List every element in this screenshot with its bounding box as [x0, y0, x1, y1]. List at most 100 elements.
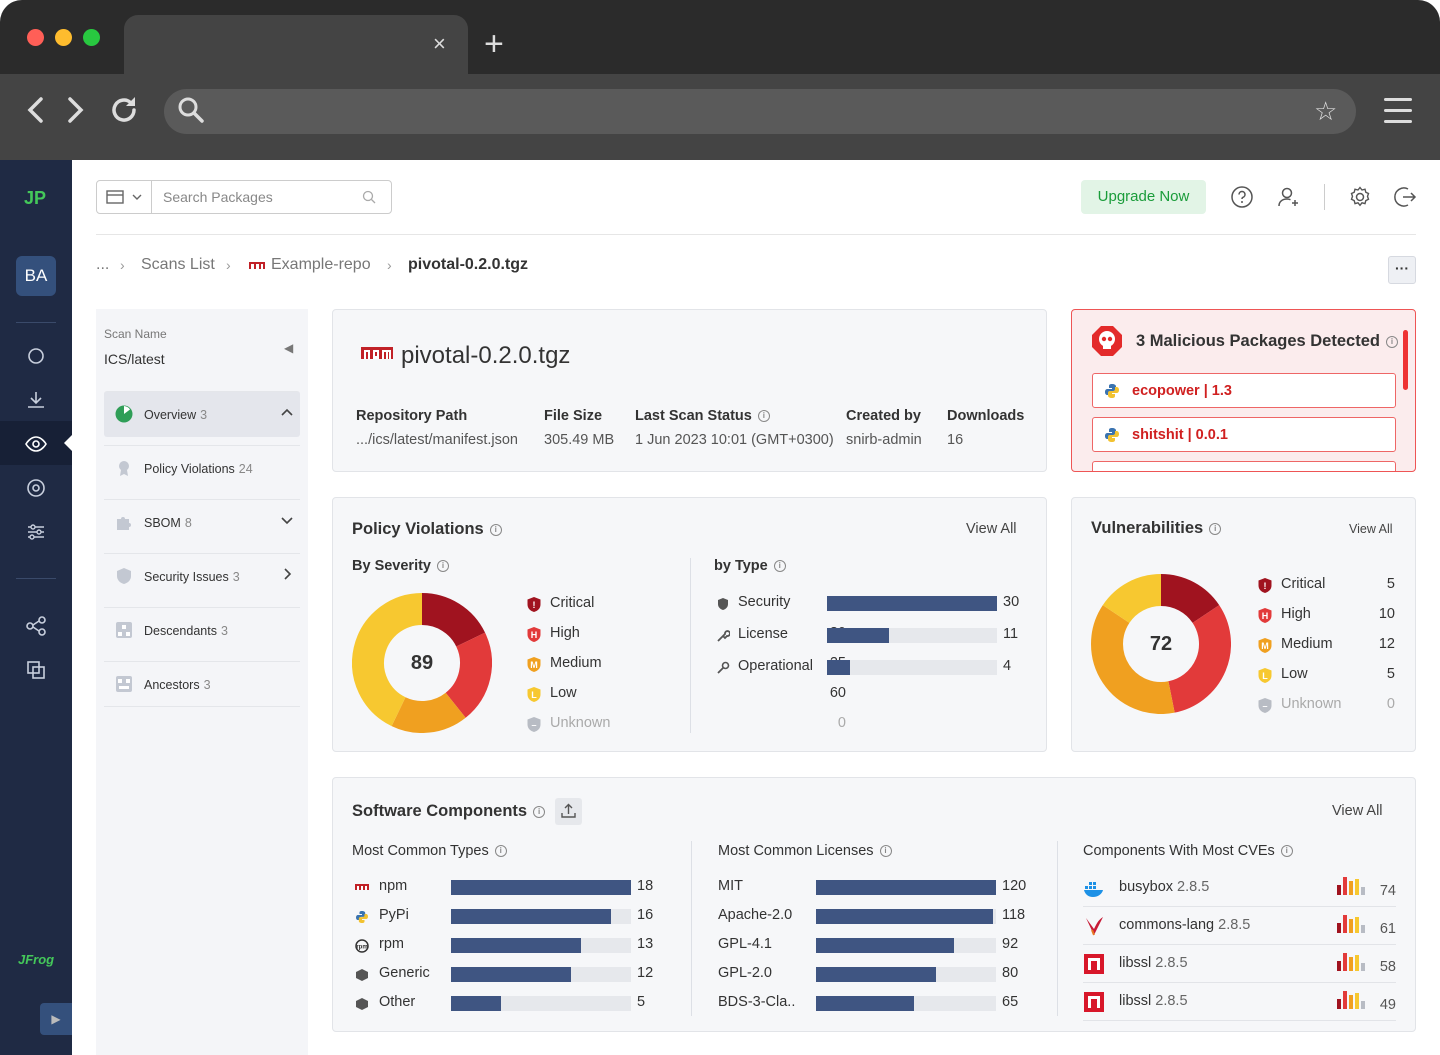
- bar-row-gpl-4-1[interactable]: GPL-4.1 92: [718, 936, 1040, 956]
- malicious-package-item[interactable]: shitshit | 0.0.1: [1092, 417, 1396, 452]
- cve-component-row[interactable]: commons-lang 2.8.5 61: [1083, 907, 1396, 945]
- chevron-right-icon[interactable]: [280, 567, 294, 581]
- nav-item-ancestors[interactable]: Ancestors 3: [104, 661, 300, 707]
- bar-row-rpm[interactable]: rpm rpm 13: [355, 936, 675, 956]
- scrollbar[interactable]: [1403, 330, 1408, 390]
- malicious-package-item[interactable]: [1092, 461, 1396, 471]
- info-icon[interactable]: i: [494, 845, 507, 858]
- breadcrumb-ellipsis[interactable]: ...: [96, 256, 110, 273]
- graph-icon[interactable]: [24, 614, 48, 638]
- hierarchy-icon: [116, 676, 132, 692]
- bar-row-npm[interactable]: npm 18: [355, 878, 675, 898]
- view-all-link[interactable]: View All: [1332, 803, 1383, 819]
- info-icon[interactable]: i: [757, 410, 770, 423]
- bar-row-pypi[interactable]: PyPi 16: [355, 907, 675, 927]
- info-icon[interactable]: i: [773, 560, 786, 573]
- logout-icon[interactable]: [1394, 185, 1418, 209]
- add-user-icon[interactable]: [1276, 185, 1300, 209]
- copy-icon[interactable]: [24, 658, 48, 682]
- nav-item-descendants[interactable]: Descendants 3: [104, 607, 300, 653]
- window-maximize-dot[interactable]: [83, 29, 100, 46]
- bar-row-generic[interactable]: Generic 12: [355, 965, 675, 985]
- avatar[interactable]: BA: [16, 256, 56, 296]
- bar-row-other[interactable]: Other 5: [355, 994, 675, 1014]
- malicious-package-item[interactable]: ecopower | 1.3: [1092, 373, 1396, 408]
- more-actions-button[interactable]: ···: [1388, 256, 1416, 284]
- donut-slice-medium[interactable]: [1091, 605, 1175, 714]
- legend-item-critical[interactable]: ! Critical 5: [1257, 576, 1395, 596]
- home-icon[interactable]: [24, 344, 48, 368]
- info-icon[interactable]: i: [1280, 845, 1293, 858]
- donut-slice-low[interactable]: [352, 593, 423, 727]
- tab-close-icon[interactable]: ×: [433, 31, 446, 56]
- download-icon[interactable]: [24, 388, 48, 412]
- bar-row-gpl-2-0[interactable]: GPL-2.0 80: [718, 965, 1040, 985]
- donut-slice-critical[interactable]: [1160, 574, 1220, 624]
- nav-item-policy-violations[interactable]: Policy Violations 24: [104, 445, 300, 491]
- info-icon[interactable]: i: [1385, 335, 1398, 348]
- window-close-dot[interactable]: [27, 29, 44, 46]
- chevron-down-icon[interactable]: [280, 513, 294, 527]
- eye-icon[interactable]: [24, 432, 48, 456]
- legend-item-medium[interactable]: M Medium 12: [1257, 636, 1395, 656]
- bar-row-mit[interactable]: MIT 120: [718, 878, 1040, 898]
- target-icon[interactable]: [24, 476, 48, 500]
- legend-item-low[interactable]: L Low 60: [526, 685, 846, 705]
- window-minimize-dot[interactable]: [55, 29, 72, 46]
- new-tab-icon[interactable]: +: [484, 25, 504, 63]
- filters-icon[interactable]: [24, 520, 48, 544]
- bar-row-bds-3-cla-[interactable]: BDS-3-Cla.. 65: [718, 994, 1040, 1014]
- cve-component-row[interactable]: libssl 2.8.5 49: [1083, 983, 1396, 1021]
- sidebar-item-selected[interactable]: [0, 421, 72, 465]
- mini-bar: [1349, 919, 1353, 933]
- cve-component-row[interactable]: libssl 2.8.5 58: [1083, 945, 1396, 983]
- info-icon[interactable]: i: [489, 523, 502, 536]
- donut-slice-medium[interactable]: [391, 692, 466, 733]
- bar-row-license[interactable]: License 11: [716, 626, 1041, 646]
- view-all-link[interactable]: View All: [1349, 522, 1393, 536]
- info-icon[interactable]: i: [437, 560, 449, 573]
- view-all-link[interactable]: View All: [966, 521, 1017, 537]
- legend-item-high[interactable]: H High 10: [1257, 606, 1395, 626]
- nav-item-security-issues[interactable]: Security Issues 3: [104, 553, 300, 599]
- export-button[interactable]: [555, 798, 582, 825]
- back-icon[interactable]: [24, 94, 48, 126]
- forward-icon[interactable]: [63, 94, 87, 126]
- legend-value: 12: [1378, 636, 1395, 652]
- bar-row-operational[interactable]: Operational 4: [716, 658, 1041, 678]
- info-icon[interactable]: i: [533, 805, 546, 818]
- bar-row-security[interactable]: Security 30: [716, 594, 1041, 614]
- browser-tab[interactable]: [124, 15, 468, 74]
- legend-item-unknown[interactable]: – Unknown 0: [1257, 696, 1395, 716]
- repo-type-dropdown[interactable]: [97, 181, 152, 213]
- expand-sidebar-button[interactable]: ▶: [40, 1003, 72, 1035]
- bar-row-apache-2-0[interactable]: Apache-2.0 118: [718, 907, 1040, 927]
- address-bar[interactable]: [164, 89, 1356, 134]
- upgrade-now-button[interactable]: Upgrade Now: [1081, 180, 1206, 214]
- cve-component-row[interactable]: busybox 2.8.5 74: [1083, 869, 1396, 907]
- legend-item-unknown[interactable]: – Unknown 0: [526, 715, 846, 735]
- nav-item-sbom[interactable]: SBOM 8: [104, 499, 300, 545]
- bar-label: Generic: [379, 965, 430, 981]
- info-icon[interactable]: i: [879, 845, 892, 858]
- bar-value: 12: [637, 965, 654, 981]
- browser-menu-icon[interactable]: [1384, 98, 1412, 131]
- breadcrumb-example-repo[interactable]: Example-repo: [271, 256, 371, 273]
- search-icon[interactable]: [362, 190, 376, 204]
- nav-item-overview[interactable]: Overview 3: [104, 391, 300, 437]
- collapse-panel-icon[interactable]: ◀: [284, 341, 294, 355]
- info-icon[interactable]: i: [1209, 522, 1222, 535]
- package-search[interactable]: Search Packages: [96, 180, 392, 214]
- donut-slice-high[interactable]: [1167, 605, 1231, 713]
- donut-slice-low[interactable]: [1102, 574, 1162, 624]
- donut-slice-critical[interactable]: [421, 593, 486, 648]
- search-input[interactable]: Search Packages: [163, 189, 273, 205]
- bookmark-star-icon[interactable]: ☆: [1314, 96, 1338, 126]
- legend-item-low[interactable]: L Low 5: [1257, 666, 1395, 686]
- bar-fill: [451, 938, 581, 953]
- breadcrumb-scans-list[interactable]: Scans List: [141, 256, 215, 273]
- reload-icon[interactable]: [108, 94, 140, 126]
- help-icon[interactable]: [1230, 185, 1254, 209]
- donut-slice-high[interactable]: [445, 632, 492, 718]
- gear-icon[interactable]: [1348, 185, 1372, 209]
